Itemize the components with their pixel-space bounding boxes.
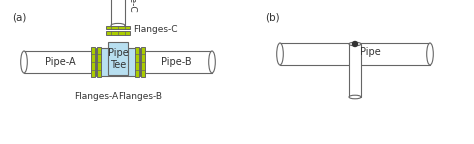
Text: Pipe
Tee: Pipe Tee	[108, 48, 128, 70]
Ellipse shape	[111, 23, 125, 28]
Text: Flanges-A: Flanges-A	[74, 92, 118, 101]
Bar	[106, 25, 130, 29]
Text: Pipe-C: Pipe-C	[127, 0, 136, 12]
Bar	[280, 43, 430, 65]
Bar	[349, 44, 361, 97]
Text: Pipe: Pipe	[360, 47, 380, 57]
Bar	[97, 47, 101, 77]
Ellipse shape	[427, 43, 433, 65]
Text: Pipe-B: Pipe-B	[161, 57, 191, 67]
Bar	[91, 47, 95, 77]
Bar	[24, 51, 96, 73]
Bar	[96, 48, 140, 76]
Ellipse shape	[349, 42, 361, 46]
Ellipse shape	[93, 51, 99, 73]
Text: Pipe-A: Pipe-A	[45, 57, 75, 67]
Bar	[108, 42, 128, 75]
Ellipse shape	[209, 51, 215, 73]
Text: (b): (b)	[265, 12, 280, 22]
Text: (a): (a)	[12, 12, 27, 22]
Bar	[135, 47, 139, 77]
Text: Flanges-B: Flanges-B	[118, 92, 162, 101]
Bar	[140, 51, 212, 73]
Ellipse shape	[21, 51, 27, 73]
Bar	[106, 31, 130, 35]
Circle shape	[353, 41, 357, 47]
Ellipse shape	[349, 95, 361, 99]
Bar	[141, 47, 145, 77]
Text: Flanges-C: Flanges-C	[133, 25, 177, 35]
Bar	[111, 0, 125, 25]
Ellipse shape	[277, 43, 283, 65]
Ellipse shape	[137, 51, 143, 73]
